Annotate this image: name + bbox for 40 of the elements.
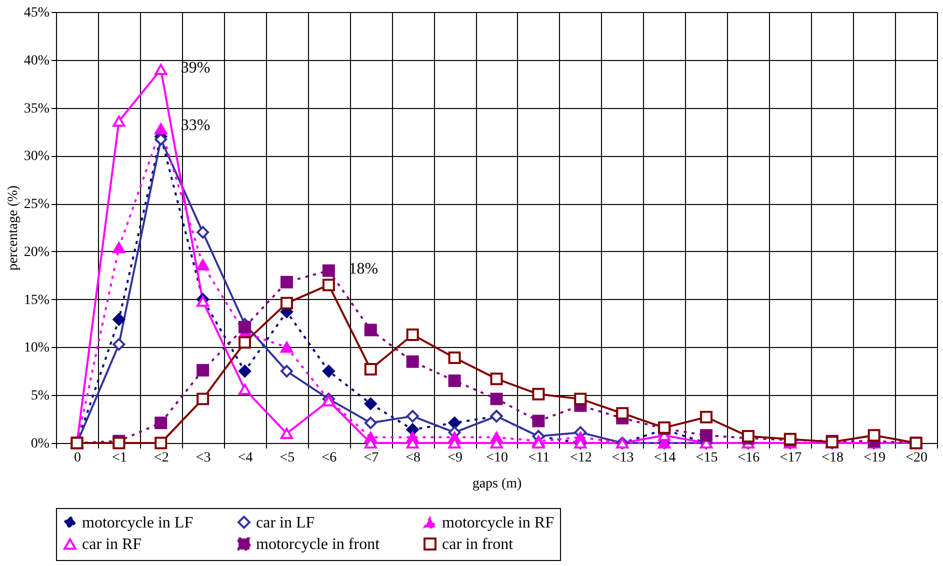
y-tick-label: 35% <box>24 101 50 116</box>
x-tick-label: <17 <box>780 450 802 466</box>
legend-label: car in LF <box>256 514 315 532</box>
x-tick-label: <8 <box>406 450 421 466</box>
x-tick-label: <19 <box>864 450 886 466</box>
x-tick-label: <10 <box>486 450 508 466</box>
y-tick-label: 15% <box>24 292 50 308</box>
x-tick-label: <9 <box>448 450 462 466</box>
legend-label: motorcycle in front <box>256 536 380 553</box>
x-tick-label: <5 <box>280 450 295 466</box>
x-tick-label: <12 <box>570 450 592 466</box>
y-axis-title: percentage (%) <box>6 185 21 271</box>
x-tick-label: <20 <box>906 450 928 466</box>
x-axis-title: gaps (m) <box>472 476 522 492</box>
y-tick-label: 0% <box>30 436 50 452</box>
x-tick-label: <11 <box>528 450 550 466</box>
legend-label: motorcycle in LF <box>82 514 194 532</box>
x-tick-label: <4 <box>238 450 253 466</box>
legend-label: motorcycle in RF <box>442 514 554 532</box>
legend-label: car in RF <box>82 536 142 553</box>
x-tick-label: <1 <box>112 450 127 466</box>
y-tick-label: 20% <box>24 244 50 260</box>
y-tick-label: 30% <box>24 149 50 164</box>
x-tick-label: <13 <box>612 450 634 466</box>
y-tick-label: 40% <box>24 53 50 68</box>
x-tick-label: <14 <box>654 450 676 466</box>
x-tick-label: <18 <box>822 450 844 466</box>
x-tick-label: <16 <box>738 450 760 466</box>
annotation: 18% <box>348 260 378 278</box>
x-tick-label: <2 <box>154 450 169 466</box>
x-tick-label: <7 <box>364 450 379 466</box>
x-tick-label: <3 <box>196 450 211 466</box>
x-tick-label: <6 <box>322 450 337 466</box>
legend-label: car in front <box>442 536 514 553</box>
y-tick-label: 10% <box>24 340 50 356</box>
y-tick-label: 25% <box>24 197 50 212</box>
y-tick-label: 45% <box>24 6 50 20</box>
x-tick-label: <15 <box>696 450 718 466</box>
x-tick-label: 0 <box>74 450 81 466</box>
y-tick-label: 5% <box>30 388 50 404</box>
